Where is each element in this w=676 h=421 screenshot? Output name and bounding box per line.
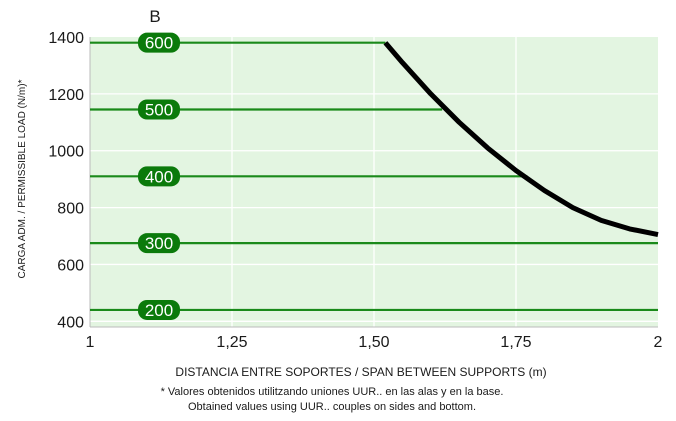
panel-label: B bbox=[149, 7, 160, 26]
reference-badge: 300 bbox=[138, 233, 180, 254]
x-axis-label: DISTANCIA ENTRE SOPORTES / SPAN BETWEEN … bbox=[175, 365, 546, 379]
reference-badge: 600 bbox=[138, 32, 180, 53]
x-tick-label: 1,75 bbox=[500, 334, 531, 351]
grid-lines bbox=[90, 37, 658, 327]
reference-badge: 400 bbox=[138, 166, 180, 187]
badge-label: 500 bbox=[145, 101, 173, 120]
x-tick-label: 1,50 bbox=[358, 334, 389, 351]
x-tick-label: 1,25 bbox=[216, 334, 247, 351]
curve-layer bbox=[383, 41, 659, 238]
badge-pill bbox=[138, 233, 180, 254]
load-curve bbox=[383, 41, 659, 238]
badge-label: 300 bbox=[145, 234, 173, 253]
y-tick-label: 600 bbox=[57, 257, 84, 274]
badge-pill bbox=[138, 32, 180, 53]
badge-label: 200 bbox=[145, 301, 173, 320]
reference-badge: 500 bbox=[138, 99, 180, 120]
tick-labels: 400 600 800 1000 1200 1400 1 1,25 1,50 1,75 2 bbox=[48, 30, 662, 351]
footnote-spanish: * Valores obtenidos utilitzando uniones … bbox=[160, 386, 504, 398]
badge-pill bbox=[138, 166, 180, 187]
y-tick-label: 1000 bbox=[48, 144, 84, 161]
reference-badges: 600 500 400 300 200 bbox=[138, 32, 180, 320]
badge-label: 400 bbox=[145, 167, 173, 186]
badge-pill bbox=[138, 299, 180, 320]
y-axis-label: CARGA ADM. / PERMISSIBLE LOAD (N/m)* bbox=[17, 79, 28, 278]
y-tick-label: 800 bbox=[57, 201, 84, 218]
x-tick-label: 2 bbox=[654, 334, 663, 351]
reference-badge: 200 bbox=[138, 299, 180, 320]
badge-label: 600 bbox=[145, 34, 173, 53]
footnote-english: Obtained values using UUR.. couples on s… bbox=[188, 401, 476, 413]
y-tick-label: 1200 bbox=[48, 87, 84, 104]
y-tick-label: 400 bbox=[57, 314, 84, 331]
axes bbox=[89, 37, 658, 328]
badge-pill bbox=[138, 99, 180, 120]
load-span-chart: 600 500 400 300 200 400 600 800 1000 1200 1400 1 1,… bbox=[17, 7, 663, 379]
y-tick-label: 1400 bbox=[48, 30, 84, 47]
x-tick-label: 1 bbox=[86, 334, 95, 351]
